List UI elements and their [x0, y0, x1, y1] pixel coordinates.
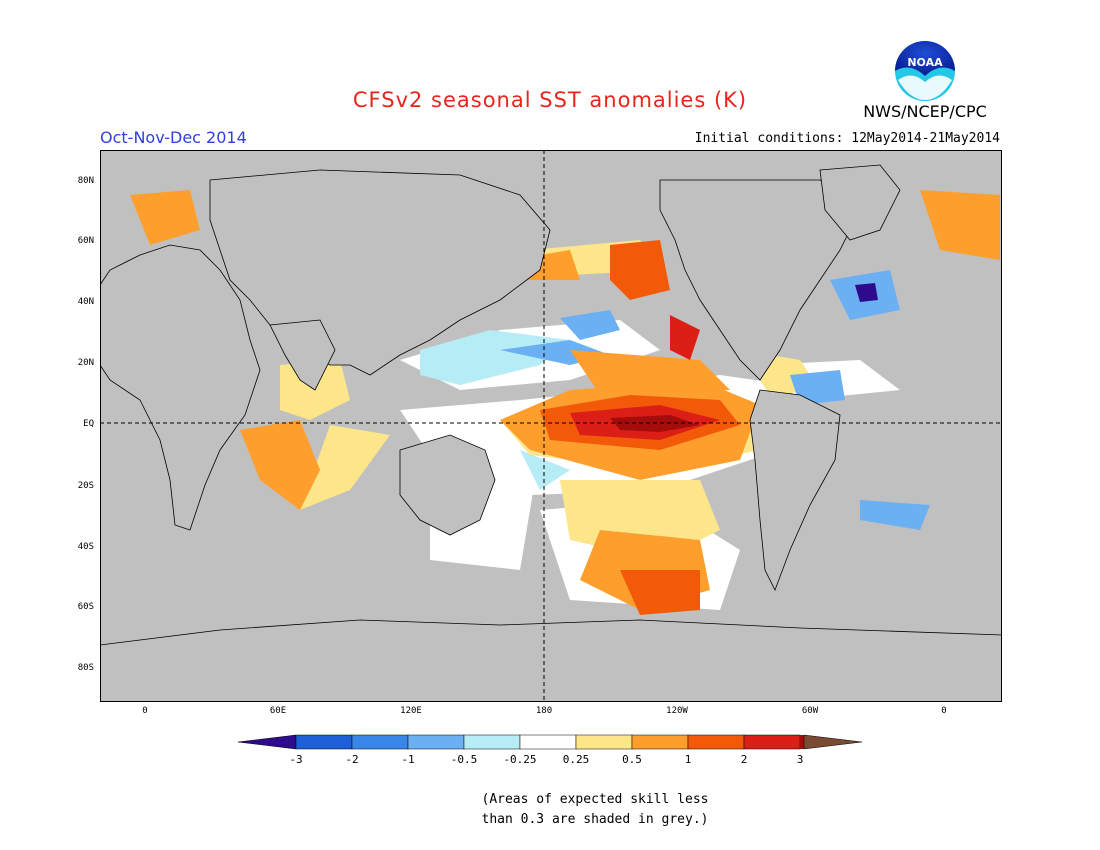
- lat-label-80n: 80N: [77, 176, 94, 186]
- colorbar-label: -0.5: [450, 753, 478, 766]
- colorbar-bin: [687, 734, 745, 750]
- lon-label-180: 180: [535, 706, 553, 716]
- colorbar-label: -2: [345, 753, 359, 766]
- noaa-logo-text: NOAA: [907, 56, 943, 69]
- coastlines: [100, 164, 1002, 702]
- skill-note-line1: (Areas of expected skill less: [481, 792, 709, 807]
- colorbar-bin: [631, 734, 689, 750]
- lon-label-120e: 120E: [400, 706, 422, 716]
- lat-label-40n: 40N: [77, 297, 94, 307]
- lon-label-60w: 60W: [801, 706, 819, 716]
- lat-label-60s: 60S: [77, 602, 94, 612]
- colorbar-label: -0.25: [503, 753, 537, 766]
- lat-label-60n: 60N: [77, 236, 94, 246]
- lon-label-120w: 120W: [666, 706, 688, 716]
- lon-label-0-right: 0: [941, 706, 947, 716]
- colorbar: [238, 734, 862, 750]
- lat-label-20n: 20N: [77, 358, 94, 368]
- colorbar-label: 0.25: [562, 753, 590, 766]
- colorbar-bin: [351, 734, 409, 750]
- colorbar-bin: [407, 734, 465, 750]
- map-frame: [100, 150, 1002, 702]
- initial-conditions-label: Initial conditions: 12May2014-21May2014: [694, 131, 1000, 146]
- lat-label-80s: 80S: [77, 663, 94, 673]
- season-label: Oct-Nov-Dec 2014: [100, 128, 247, 147]
- colorbar-label: 0.5: [622, 753, 642, 766]
- lat-label-eq: EQ: [83, 419, 94, 429]
- colorbar-low-arrow: [238, 734, 297, 750]
- lat-label-40s: 40S: [77, 542, 94, 552]
- colorbar-label: -3: [289, 753, 303, 766]
- lon-label-60e: 60E: [269, 706, 287, 716]
- colorbar-label: 3: [796, 753, 804, 766]
- colorbar-bin: [463, 734, 521, 750]
- colorbar-high-arrow: [803, 734, 862, 750]
- noaa-logo: NOAA: [895, 41, 955, 101]
- skill-note-line2: than 0.3 are shaded in grey.): [481, 812, 709, 827]
- sst-anomaly-map: [100, 150, 1002, 702]
- sst-shading: [130, 190, 1000, 615]
- map-title: CFSv2 seasonal SST anomalies (K): [352, 88, 748, 112]
- lat-label-20s: 20S: [77, 481, 94, 491]
- agency-label: NWS/NCEP/CPC: [863, 102, 987, 121]
- colorbar-label: 2: [740, 753, 748, 766]
- colorbar-bin: [743, 734, 801, 750]
- colorbar-bin: [295, 734, 353, 750]
- colorbar-label: 1: [684, 753, 692, 766]
- colorbar-bin: [575, 734, 633, 750]
- colorbar-label: -1: [401, 753, 415, 766]
- lon-label-0-left: 0: [142, 706, 148, 716]
- colorbar-bin: [519, 734, 577, 750]
